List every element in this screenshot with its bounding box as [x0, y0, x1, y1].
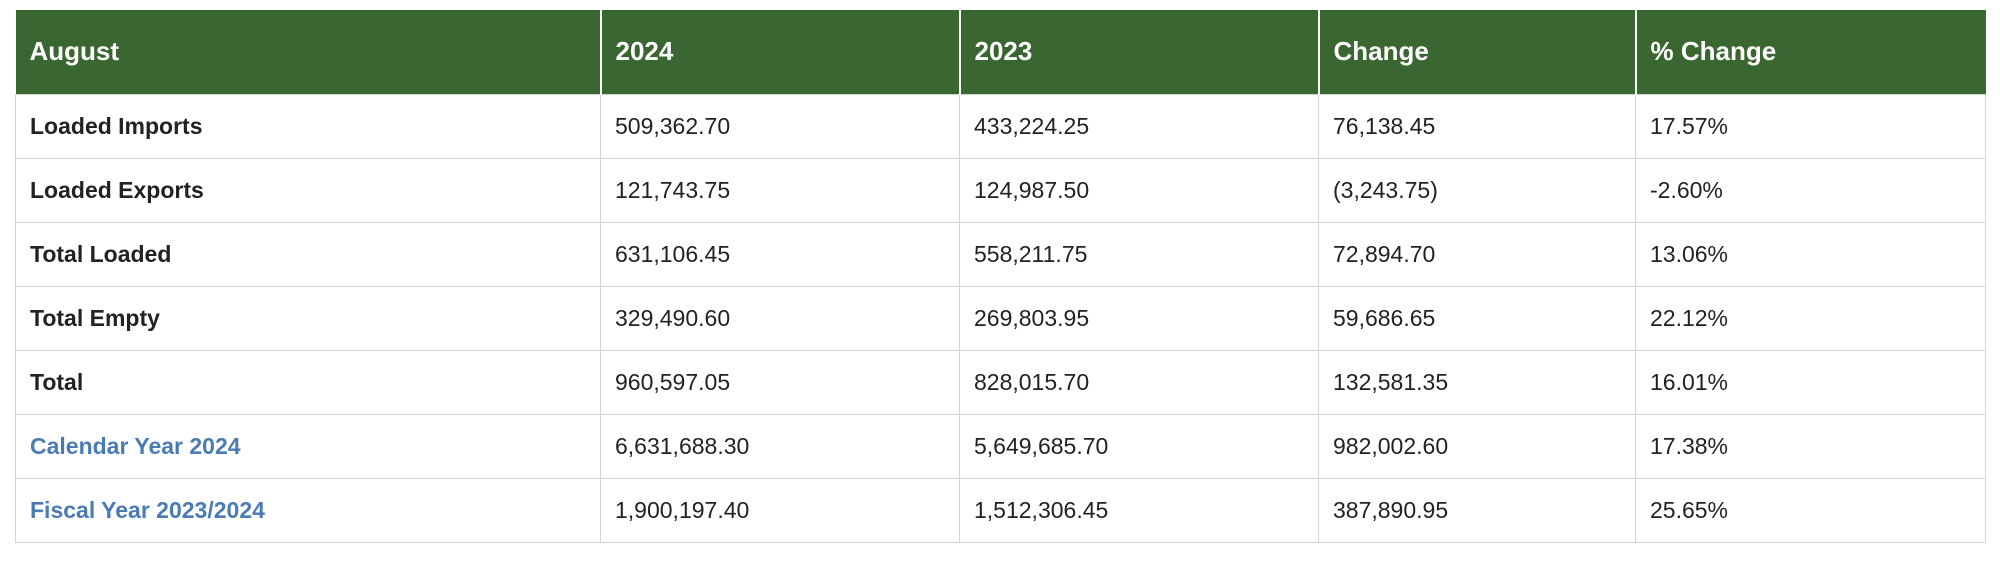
table-row: Total Empty 329,490.60 269,803.95 59,686… [15, 285, 1986, 351]
cell-value: 72,894.70 [1318, 221, 1636, 287]
cell-value: 76,138.45 [1318, 93, 1636, 159]
cell-value: 631,106.45 [600, 221, 960, 287]
row-label: Loaded Imports [15, 93, 601, 159]
header-cell-period: August [15, 10, 602, 94]
cell-value: 433,224.25 [959, 93, 1319, 159]
cell-value: 828,015.70 [959, 349, 1319, 415]
row-label: Total Loaded [15, 221, 601, 287]
header-row: August 2024 2023 Change % Change [15, 10, 1986, 94]
header-cell-percent-change: % Change [1635, 10, 1986, 94]
row-label-link[interactable]: Calendar Year 2024 [15, 413, 601, 479]
row-label: Total Empty [15, 285, 601, 351]
table-row: Total Loaded 631,106.45 558,211.75 72,89… [15, 221, 1986, 287]
cell-value: 269,803.95 [959, 285, 1319, 351]
cell-value: 132,581.35 [1318, 349, 1636, 415]
table-row[interactable]: Calendar Year 2024 6,631,688.30 5,649,68… [15, 413, 1986, 479]
row-label-link[interactable]: Fiscal Year 2023/2024 [15, 477, 601, 543]
cell-value: 1,512,306.45 [959, 477, 1319, 543]
table-row: Loaded Imports 509,362.70 433,224.25 76,… [15, 93, 1986, 159]
cell-value: 25.65% [1635, 477, 1986, 543]
cell-value: 59,686.65 [1318, 285, 1636, 351]
row-label: Loaded Exports [15, 157, 601, 223]
cell-value: (3,243.75) [1318, 157, 1636, 223]
cell-value: 509,362.70 [600, 93, 960, 159]
cell-value: 329,490.60 [600, 285, 960, 351]
cell-value: 16.01% [1635, 349, 1986, 415]
header-cell-change: Change [1318, 10, 1637, 94]
header-cell-year-current: 2024 [600, 10, 961, 94]
teu-stats-table: August 2024 2023 Change % Change Loaded … [15, 10, 1986, 543]
cell-value: 960,597.05 [600, 349, 960, 415]
cell-value: 1,900,197.40 [600, 477, 960, 543]
cell-value: 17.38% [1635, 413, 1986, 479]
cell-value: 17.57% [1635, 93, 1986, 159]
header-cell-year-previous: 2023 [959, 10, 1320, 94]
cell-value: 5,649,685.70 [959, 413, 1319, 479]
cell-value: 387,890.95 [1318, 477, 1636, 543]
cell-value: -2.60% [1635, 157, 1986, 223]
cell-value: 6,631,688.30 [600, 413, 960, 479]
row-label: Total [15, 349, 601, 415]
table-row: Total 960,597.05 828,015.70 132,581.35 1… [15, 349, 1986, 415]
cell-value: 22.12% [1635, 285, 1986, 351]
cell-value: 124,987.50 [959, 157, 1319, 223]
table-row[interactable]: Fiscal Year 2023/2024 1,900,197.40 1,512… [15, 477, 1986, 543]
table-row: Loaded Exports 121,743.75 124,987.50 (3,… [15, 157, 1986, 223]
cell-value: 982,002.60 [1318, 413, 1636, 479]
stats-table-container: August 2024 2023 Change % Change Loaded … [15, 10, 1986, 543]
cell-value: 13.06% [1635, 221, 1986, 287]
cell-value: 558,211.75 [959, 221, 1319, 287]
cell-value: 121,743.75 [600, 157, 960, 223]
